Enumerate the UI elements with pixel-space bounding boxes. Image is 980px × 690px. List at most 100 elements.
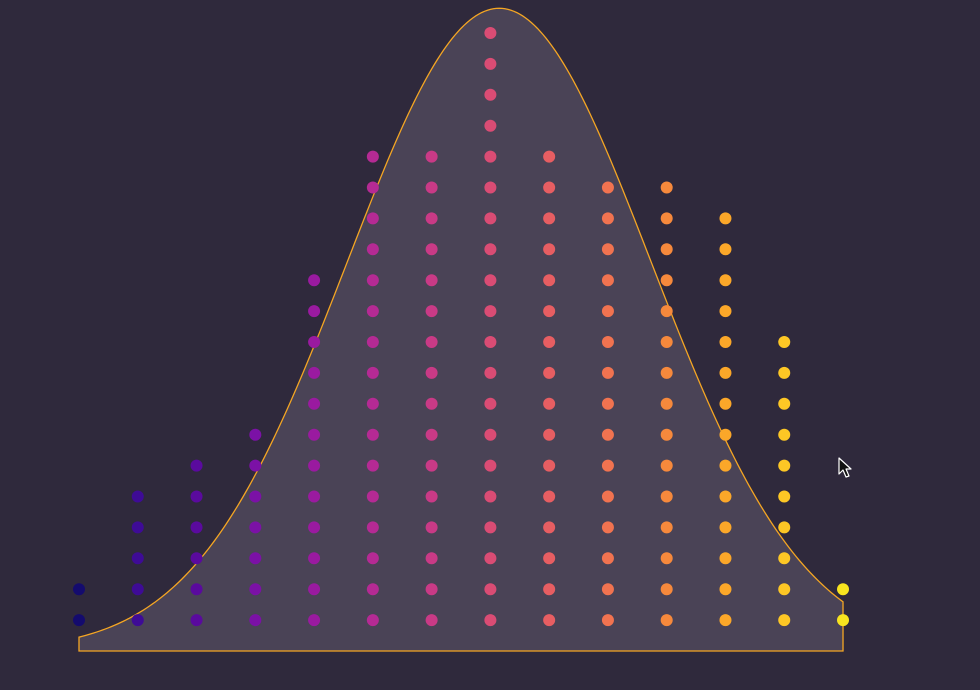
data-point	[778, 397, 791, 410]
data-point	[308, 614, 321, 627]
data-point	[366, 428, 379, 441]
dot-column-6	[425, 150, 438, 627]
dot-column-11	[719, 212, 732, 627]
data-point	[601, 366, 614, 379]
data-point	[308, 521, 321, 534]
data-point	[425, 521, 438, 534]
data-point	[366, 490, 379, 503]
data-point	[249, 428, 262, 441]
data-point	[543, 552, 556, 565]
data-point	[131, 552, 144, 565]
data-point	[660, 305, 673, 318]
data-point	[601, 274, 614, 287]
data-point	[308, 397, 321, 410]
data-point	[425, 243, 438, 256]
data-point	[484, 305, 497, 318]
data-point	[778, 614, 791, 627]
dot-columns	[73, 27, 850, 627]
data-point	[601, 305, 614, 318]
data-point	[660, 583, 673, 596]
data-point	[543, 366, 556, 379]
data-point	[778, 428, 791, 441]
data-point	[484, 119, 497, 132]
data-point	[719, 305, 732, 318]
data-point	[719, 212, 732, 225]
dot-column-7	[484, 27, 497, 627]
data-point	[131, 614, 144, 627]
data-point	[425, 428, 438, 441]
data-point	[601, 552, 614, 565]
data-point	[484, 336, 497, 348]
data-point	[719, 552, 732, 565]
data-point	[366, 305, 379, 318]
data-point	[131, 521, 144, 534]
data-point	[249, 552, 262, 565]
data-point	[601, 614, 614, 627]
dot-column-13	[837, 583, 850, 627]
data-point	[719, 397, 732, 410]
data-point	[719, 490, 732, 503]
data-point	[719, 274, 732, 287]
data-point	[719, 243, 732, 256]
data-point	[660, 336, 673, 348]
data-point	[543, 397, 556, 410]
dot-column-10	[660, 181, 673, 627]
data-point	[543, 274, 556, 287]
data-point	[425, 459, 438, 472]
data-point	[778, 459, 791, 472]
data-point	[308, 552, 321, 565]
density-curve-area	[78, 7, 844, 652]
data-point	[425, 305, 438, 318]
data-point	[484, 88, 497, 101]
data-point	[543, 181, 556, 194]
data-point	[366, 552, 379, 565]
data-point	[660, 181, 673, 194]
data-point	[190, 614, 203, 627]
data-point	[484, 552, 497, 565]
data-point	[308, 305, 321, 318]
data-point	[543, 583, 556, 596]
data-point	[308, 583, 321, 596]
data-point	[73, 583, 85, 596]
data-point	[190, 490, 203, 503]
data-point	[308, 366, 321, 379]
dot-column-4	[308, 274, 321, 627]
data-point	[543, 336, 556, 348]
data-point	[484, 459, 497, 472]
dot-column-2	[190, 459, 203, 627]
data-point	[601, 521, 614, 534]
data-point	[484, 212, 497, 225]
data-point	[425, 397, 438, 410]
data-point	[366, 181, 379, 194]
data-point	[719, 521, 732, 534]
data-point	[484, 274, 497, 287]
data-point	[425, 150, 438, 163]
data-point	[484, 583, 497, 596]
data-point	[366, 459, 379, 472]
data-point	[601, 428, 614, 441]
data-point	[543, 428, 556, 441]
data-point	[543, 614, 556, 627]
data-point	[366, 212, 379, 225]
data-point	[601, 459, 614, 472]
data-point	[543, 305, 556, 318]
data-point	[660, 274, 673, 287]
dot-column-8	[543, 150, 556, 627]
data-point	[660, 397, 673, 410]
data-point	[543, 459, 556, 472]
data-point	[308, 274, 321, 287]
data-point	[425, 614, 438, 627]
data-point	[601, 181, 614, 194]
dot-column-12	[778, 336, 791, 627]
data-point	[484, 243, 497, 256]
data-point	[425, 212, 438, 225]
data-point	[484, 614, 497, 627]
data-point	[660, 614, 673, 627]
data-point	[660, 552, 673, 565]
data-point	[543, 150, 556, 163]
data-point	[543, 212, 556, 225]
data-point	[73, 614, 85, 627]
data-point	[660, 521, 673, 534]
data-point	[660, 366, 673, 379]
